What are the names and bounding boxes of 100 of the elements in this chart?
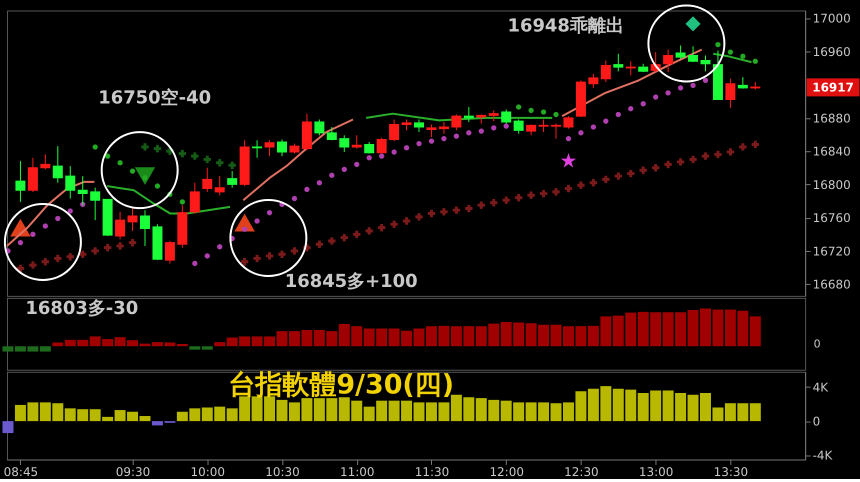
chart-title: 台指軟體9/30(四) [228,370,454,401]
point [740,54,746,59]
candlestick [476,114,486,124]
point [685,16,701,32]
point [178,150,186,158]
point [616,112,621,118]
point [404,145,410,150]
point [628,106,634,112]
point [478,128,484,134]
point [603,118,608,124]
point [440,208,448,216]
candlestick [140,210,150,246]
point [240,258,248,266]
candlestick [52,146,63,184]
point [552,188,560,196]
point [540,109,546,115]
point [353,230,360,238]
point [141,143,149,151]
point [640,101,646,106]
candlestick [40,154,50,170]
point [154,144,162,152]
point [216,159,224,166]
point [690,82,696,88]
x-tick-label: 12:00 [489,464,524,479]
candlestick [488,110,499,122]
candlestick [115,211,126,240]
point [104,153,110,159]
x-tick-label: 09:30 [116,464,150,479]
point [514,194,522,202]
point [678,85,684,91]
point [29,261,37,269]
candlestick [514,119,524,134]
point [266,252,274,260]
point [441,136,447,142]
candlestick [438,122,449,134]
point [391,149,397,155]
candlestick [202,167,212,192]
candlestick [688,46,698,63]
point [452,206,460,214]
point [553,112,559,118]
x-tick-label: 12:30 [564,464,599,479]
candlestick [389,119,400,142]
y-tick-label: 16960 [812,44,851,59]
point [491,125,496,130]
candlestick [15,160,26,202]
candlestick [28,157,38,192]
point [590,179,598,186]
candlestick [626,60,636,76]
y-tick-label: 16800 [812,178,851,192]
point [676,158,684,166]
point [42,223,48,229]
annotation: 16803多-30 [25,298,138,319]
point [739,143,747,151]
point [415,213,423,221]
point [354,162,360,168]
y-tick-label: 17000 [812,12,851,26]
point [664,160,672,168]
point [540,190,548,198]
bar [2,421,14,434]
y-tick-label: 16880 [812,111,851,126]
point [266,210,272,216]
y-tick-label: 16760 [812,211,851,226]
text: 16917 [812,80,854,94]
candlestick [352,134,362,150]
point [728,49,734,55]
y-tick-label: 0 [812,414,820,429]
point [92,144,98,150]
candlestick [128,208,138,232]
candlestick [725,78,736,108]
point [18,240,24,246]
x-tick-label: 13:00 [638,464,674,479]
point [752,140,760,148]
point [466,130,472,136]
point [217,244,222,250]
candlestick [164,240,175,264]
annotation: 16845多+100 [284,270,418,292]
point [566,136,572,142]
candlestick [402,119,412,131]
point [128,238,136,246]
point [54,254,62,262]
point [590,124,596,130]
point [428,138,434,144]
point [652,164,660,172]
x-tick-label: 13:30 [714,464,748,479]
point [478,201,485,209]
point [379,153,384,159]
candlestick [588,73,598,88]
point [316,240,324,248]
y-tick-label: 16680 [812,278,851,292]
point [204,253,210,259]
point [465,204,473,212]
candlestick [214,176,225,196]
point [79,250,86,258]
point [104,244,112,252]
candlestick [700,54,710,72]
point [402,217,410,225]
point [390,220,398,228]
point [627,170,634,178]
point [228,162,236,169]
point [614,172,622,180]
